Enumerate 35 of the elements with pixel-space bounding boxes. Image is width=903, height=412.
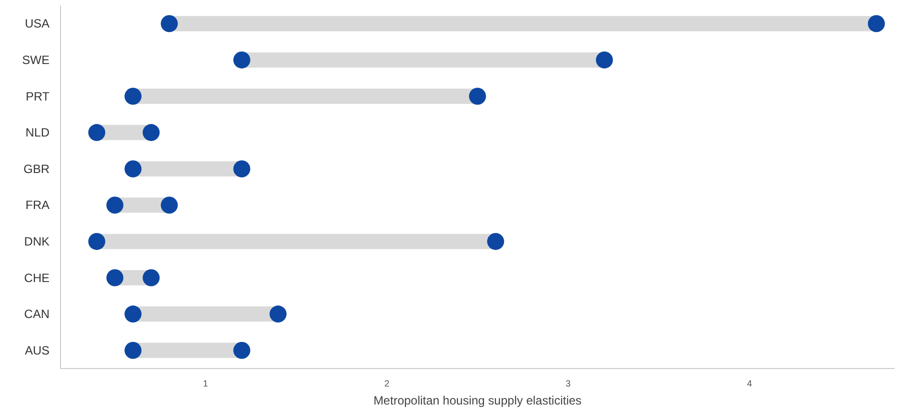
y-tick-label: SWE (22, 52, 50, 67)
x-tick-label: 3 (566, 378, 571, 388)
y-tick-label: GBR (23, 162, 50, 176)
x-tick-label: 4 (746, 378, 752, 388)
y-tick-label: AUS (24, 343, 50, 358)
point (142, 269, 160, 286)
y-tick-label: NLD (25, 126, 50, 140)
x-tick-label: 1 (203, 378, 208, 388)
point (487, 232, 504, 250)
y-tick-label: DNK (24, 234, 50, 248)
x-tick-label: 2 (384, 378, 390, 388)
x-axis-title: Metropolitan housing supply elasticities (373, 394, 582, 408)
point (233, 51, 250, 68)
point (88, 232, 106, 250)
point (233, 342, 250, 359)
point (270, 306, 287, 323)
y-tick-label: USA (24, 16, 50, 31)
point (124, 88, 142, 105)
y-tick-label: PRT (26, 89, 50, 104)
y-tick-label: CAN (24, 307, 50, 322)
point (124, 306, 142, 323)
point (106, 269, 124, 286)
point (142, 124, 160, 142)
point (868, 15, 885, 32)
y-tick-label: CHE (24, 270, 50, 285)
point (596, 51, 613, 68)
point (160, 196, 178, 214)
point (233, 160, 250, 178)
point (469, 88, 486, 105)
point (106, 196, 124, 214)
point (124, 342, 142, 359)
point (124, 160, 142, 178)
y-tick-label: FRA (26, 198, 50, 212)
point (88, 124, 106, 142)
point (160, 15, 178, 32)
